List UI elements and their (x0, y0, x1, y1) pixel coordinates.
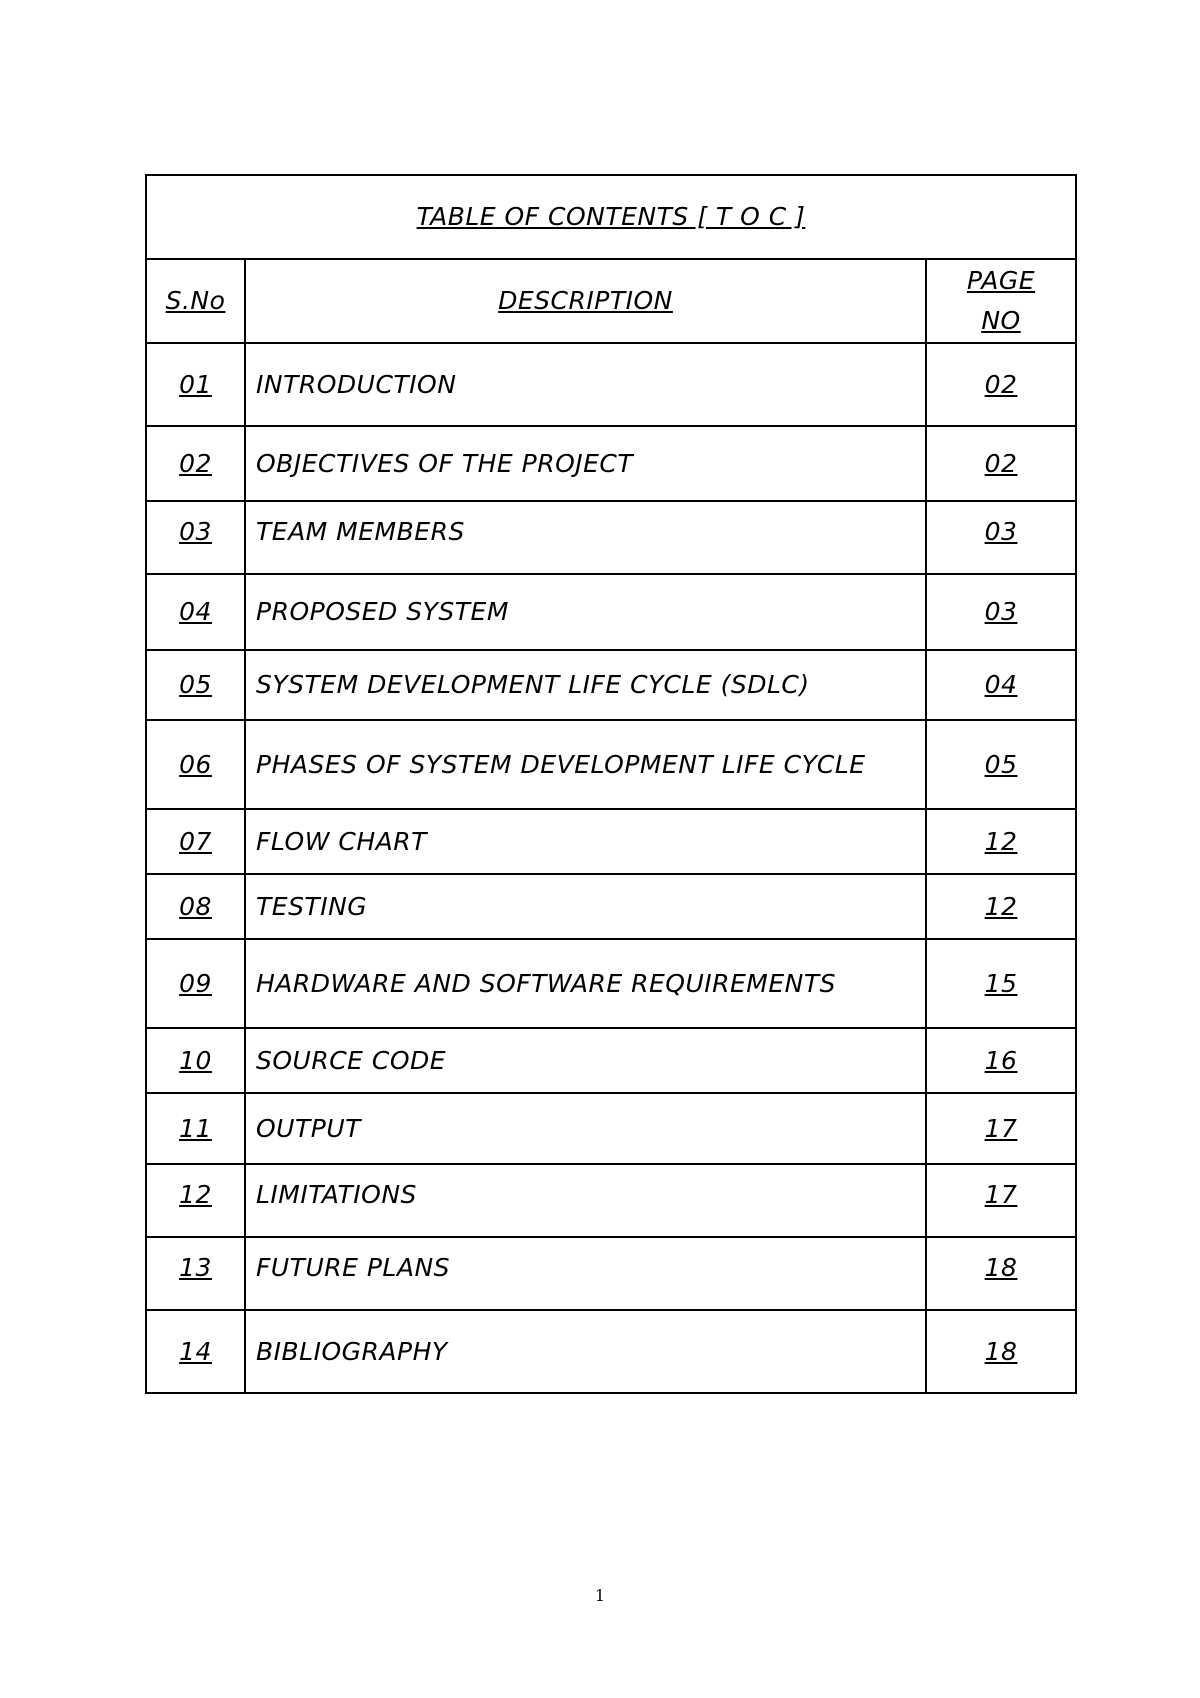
header-page: PAGE (966, 266, 1036, 295)
row-sno: 13 (179, 1253, 212, 1282)
row-page: 18 (984, 1253, 1018, 1282)
row-description: PHASES OF SYSTEM DEVELOPMENT LIFE CYCLE (256, 749, 866, 779)
row-description: TESTING (256, 891, 368, 921)
row-page: 04 (984, 670, 1018, 699)
row-page: 16 (984, 1045, 1018, 1075)
row-sno: 02 (179, 448, 212, 478)
row-description: SYSTEM DEVELOPMENT LIFE CYCLE (SDLC) (256, 670, 810, 699)
row-description: HARDWARE AND SOFTWARE REQUIREMENTS (256, 968, 836, 998)
row-description: TEAM MEMBERS (256, 517, 465, 546)
row-sno: 10 (179, 1045, 212, 1075)
row-page: 03 (984, 597, 1018, 626)
toc-row: 02 OBJECTIVES OF THE PROJECT 02 (145, 425, 1078, 502)
row-page: 02 (984, 369, 1018, 399)
row-sno: 04 (179, 597, 212, 626)
page-number: 1 (594, 1586, 606, 1605)
row-description: FLOW CHART (256, 826, 427, 856)
toc-row: 05 SYSTEM DEVELOPMENT LIFE CYCLE (SDLC) 04 (145, 649, 1078, 721)
header-row: S.No DESCRIPTION PAGE NO (145, 258, 1078, 344)
title-row: TABLE OF CONTENTS [ T O C ] (144, 174, 1078, 260)
toc-row: 06 PHASES OF SYSTEM DEVELOPMENT LIFE CYCL… (145, 719, 1078, 810)
row-description: BIBLIOGRAPHY (256, 1336, 448, 1366)
toc-row: 03 TEAM MEMBERS 03 (145, 500, 1078, 575)
row-description: SOURCE CODE (256, 1045, 447, 1075)
row-description: FUTURE PLANS (256, 1253, 451, 1282)
row-page: 03 (984, 517, 1018, 546)
toc-row: 04 PROPOSED SYSTEM 03 (145, 573, 1078, 651)
row-description: OBJECTIVES OF THE PROJECT (256, 448, 634, 478)
toc-row: 12 LIMITATIONS 17 (145, 1163, 1078, 1238)
toc-row: 13 FUTURE PLANS 18 (145, 1236, 1078, 1311)
row-page: 12 (984, 891, 1018, 921)
row-sno: 05 (179, 670, 212, 699)
toc-title: TABLE OF CONTENTS [ T O C ] (416, 202, 806, 231)
toc-row: 08 TESTING 12 (145, 873, 1078, 940)
toc-table: TABLE OF CONTENTS [ T O C ] S.No DESCRIP… (144, 174, 1078, 1394)
row-page: 02 (984, 448, 1018, 478)
row-sno: 07 (179, 826, 212, 856)
header-description: DESCRIPTION (498, 286, 673, 315)
row-page: 15 (984, 968, 1018, 998)
row-sno: 06 (179, 749, 212, 779)
row-description: PROPOSED SYSTEM (256, 597, 509, 626)
row-page: 18 (984, 1336, 1018, 1366)
row-sno: 09 (179, 968, 212, 998)
row-description: LIMITATIONS (256, 1180, 417, 1209)
header-sno: S.No (165, 286, 226, 315)
toc-row: 14 BIBLIOGRAPHY 18 (145, 1309, 1078, 1394)
toc-row: 10 SOURCE CODE 16 (145, 1027, 1078, 1094)
row-description: INTRODUCTION (256, 369, 457, 399)
row-sno: 03 (179, 517, 212, 546)
row-page: 05 (984, 749, 1018, 779)
row-sno: 12 (179, 1180, 212, 1209)
row-sno: 14 (179, 1336, 212, 1366)
row-sno: 11 (179, 1113, 212, 1143)
toc-row: 07 FLOW CHART 12 (145, 808, 1078, 875)
toc-row: 11 OUTPUT 17 (145, 1092, 1078, 1165)
row-page: 17 (984, 1180, 1018, 1209)
toc-row: 01 INTRODUCTION 02 (145, 342, 1078, 427)
toc-row: 09 HARDWARE AND SOFTWARE REQUIREMENTS 15 (145, 938, 1078, 1029)
row-page: 12 (984, 826, 1018, 856)
header-page-no: NO (981, 306, 1021, 335)
row-description: OUTPUT (256, 1113, 361, 1143)
row-sno: 08 (179, 891, 212, 921)
row-sno: 01 (179, 369, 212, 399)
row-page: 17 (984, 1113, 1018, 1143)
